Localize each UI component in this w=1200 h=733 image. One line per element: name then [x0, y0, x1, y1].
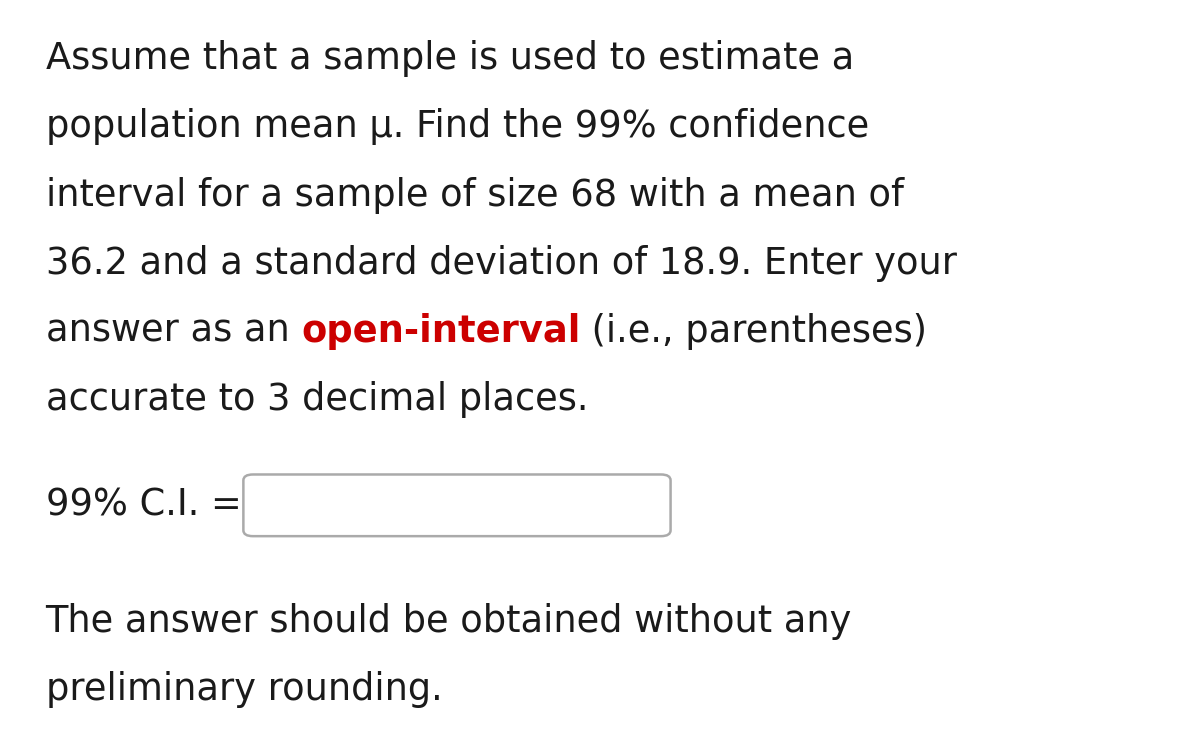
Text: (i.e., parentheses): (i.e., parentheses) [581, 313, 928, 350]
Text: preliminary rounding.: preliminary rounding. [46, 671, 443, 708]
Text: 36.2 and a standard deviation of 18.9. Enter your: 36.2 and a standard deviation of 18.9. E… [46, 245, 956, 281]
Text: The answer should be obtained without any: The answer should be obtained without an… [46, 603, 852, 640]
Text: 99% C.I. =: 99% C.I. = [46, 487, 253, 524]
Text: accurate to 3 decimal places.: accurate to 3 decimal places. [46, 381, 588, 418]
Text: Assume that a sample is used to estimate a: Assume that a sample is used to estimate… [46, 40, 854, 77]
Text: open-interval: open-interval [301, 313, 581, 350]
Text: interval for a sample of size 68 with a mean of: interval for a sample of size 68 with a … [46, 177, 904, 213]
Text: population mean μ. Find the 99% confidence: population mean μ. Find the 99% confiden… [46, 108, 869, 145]
Text: answer as an: answer as an [46, 313, 301, 350]
